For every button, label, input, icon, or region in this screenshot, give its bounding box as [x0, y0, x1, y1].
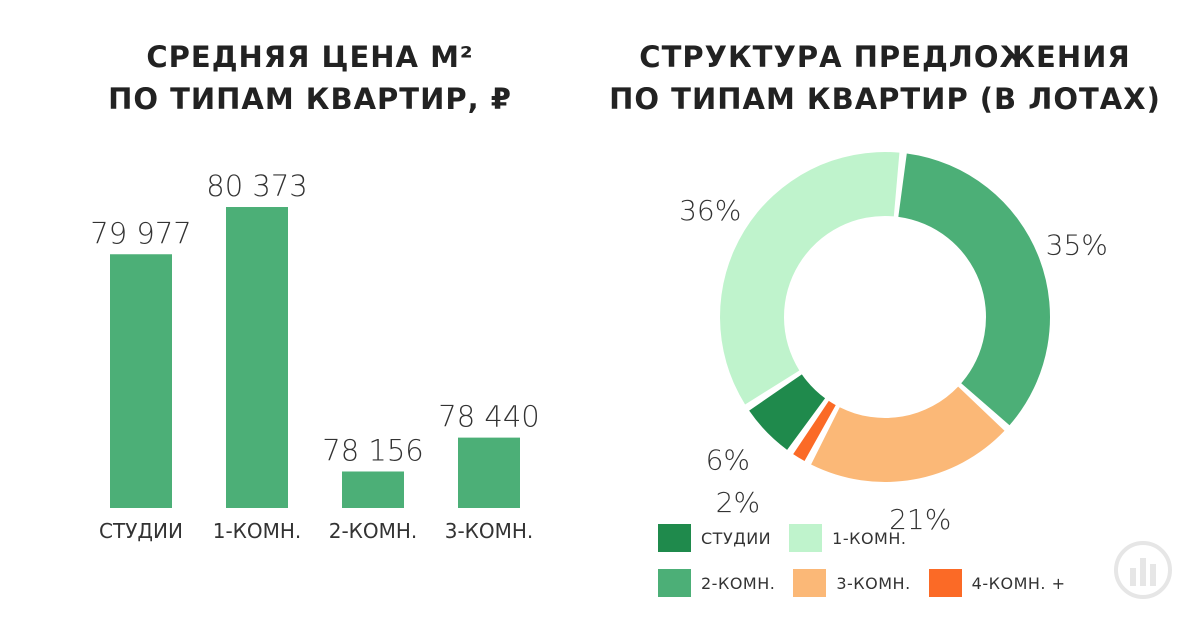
legend-item-1-room: 1-КОМН.	[789, 524, 906, 552]
legend-item-3-room: 3-КОМН.	[793, 569, 910, 597]
donut-slice	[749, 374, 826, 450]
bar-value-label: 78 156	[322, 433, 423, 467]
donut-slice	[898, 153, 1050, 426]
legend-swatch	[658, 569, 691, 597]
legend-item-2-room: 2-КОМН.	[658, 569, 775, 597]
bar	[342, 471, 404, 508]
bar-chart-logo-icon	[1113, 540, 1173, 600]
bar-chart-title-line-1: СРЕДНЯЯ ЦЕНА М²	[146, 40, 474, 74]
legend-item-studios: СТУДИИ	[658, 524, 771, 552]
category-label: СТУДИИ	[99, 519, 183, 543]
bar	[110, 254, 172, 508]
category-label: 2-КОМН.	[329, 519, 418, 543]
legend-label: 4-КОМН. +	[971, 573, 1066, 593]
legend-label: СТУДИИ	[701, 528, 772, 548]
donut-chart-title: СТРУКТУРА ПРЕДЛОЖЕНИЯ ПО ТИПАМ КВАРТИР (…	[590, 36, 1180, 120]
donut-slice	[720, 152, 900, 405]
bar-chart-title: СРЕДНЯЯ ЦЕНА М² ПО ТИПАМ КВАРТИР, ₽	[20, 36, 600, 120]
slice-percent-label: 2%	[716, 486, 760, 519]
legend-swatch	[928, 569, 962, 597]
donut-slice	[811, 386, 1005, 482]
bar	[458, 437, 520, 508]
donut-chart-title-line-2: ПО ТИПАМ КВАРТИР (В ЛОТАХ)	[609, 82, 1161, 116]
donut-legend: СТУДИИ 1-КОМН. 2-КОМН. 3-КОМН. 4-КОМН. +	[658, 522, 1098, 612]
slice-percent-label: 35%	[1046, 229, 1108, 262]
bar	[226, 207, 288, 508]
legend-swatch	[793, 569, 827, 597]
legend-label: 1-КОМН.	[832, 528, 907, 548]
bar-value-label: 80 373	[206, 169, 307, 203]
legend-row: 2-КОМН. 3-КОМН. 4-КОМН. +	[658, 567, 1098, 599]
bar-value-label: 78 440	[438, 400, 539, 434]
donut-slice	[793, 400, 836, 462]
slice-percent-label: 21%	[889, 503, 951, 536]
slice-percent-label: 6%	[706, 444, 750, 477]
donut-chart-title-line-1: СТРУКТУРА ПРЕДЛОЖЕНИЯ	[639, 40, 1131, 74]
legend-item-4-room-plus: 4-КОМН. +	[928, 569, 1066, 597]
bar-chart-title-line-2: ПО ТИПАМ КВАРТИР, ₽	[108, 82, 512, 116]
legend-row: СТУДИИ 1-КОМН.	[658, 522, 1098, 554]
legend-swatch	[789, 524, 823, 552]
slice-percent-label: 36%	[679, 194, 741, 227]
legend-swatch	[658, 524, 691, 552]
category-label: 1-КОМН.	[213, 519, 302, 543]
legend-label: 2-КОМН.	[701, 573, 776, 593]
legend-label: 3-КОМН.	[836, 573, 911, 593]
bar-value-label: 79 977	[90, 216, 191, 250]
category-label: 3-КОМН.	[445, 519, 534, 543]
